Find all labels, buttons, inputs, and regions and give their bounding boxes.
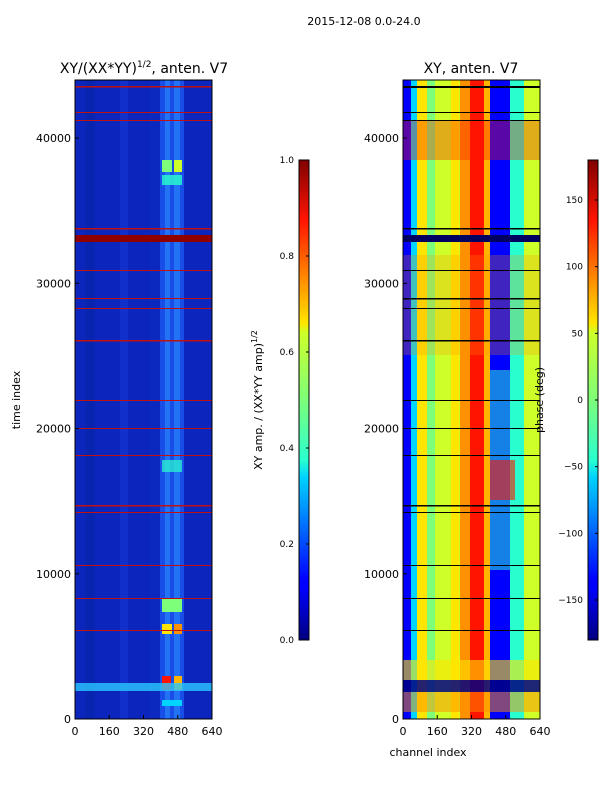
y-tick-label: 0 (392, 713, 399, 726)
x-tick-label: 640 (202, 725, 223, 738)
amplitude-colorbar: 0.0 0.2 0.4 0.6 0.8 1.0 XY amp. / (XX*YY amp)… (250, 156, 310, 646)
phase-panel: XY, anten. V7 (364, 61, 551, 759)
amplitude-colorbar-label: XY amp. / (XX*YY amp)1/2 (250, 330, 265, 470)
colorbar-tick-label: −150 (558, 596, 583, 606)
amplitude-colorbar-ticks: 0.0 0.2 0.4 0.6 0.8 1.0 (280, 156, 309, 646)
y-tick-label: 10000 (364, 568, 399, 581)
x-tick-label: 640 (530, 725, 551, 738)
amplitude-y-ticks: 0 10000 20000 30000 40000 (36, 132, 79, 726)
y-tick-label: 30000 (36, 277, 71, 290)
phase-colorbar-label: phase (deg) (533, 367, 546, 433)
amplitude-x-ticks: 0 160 320 480 640 (72, 715, 223, 738)
amplitude-panel-title: XY/(XX*YY)1/2, anten. V7 (60, 60, 228, 77)
colorbar-tick-label: 150 (566, 196, 583, 206)
y-tick-label: 30000 (364, 277, 399, 290)
y-tick-label: 10000 (36, 568, 71, 581)
phase-y-ticks: 0 10000 20000 30000 40000 (364, 132, 407, 726)
x-tick-label: 0 (72, 725, 79, 738)
colorbar-tick-label: 0.4 (280, 444, 295, 454)
colorbar-tick-label: 0.6 (280, 348, 295, 358)
y-tick-label: 40000 (364, 132, 399, 145)
colorbar-tick-label: −50 (564, 463, 583, 473)
y-tick-label: 20000 (364, 423, 399, 436)
x-tick-label: 480 (167, 725, 188, 738)
amplitude-y-axis-label: time index (10, 370, 23, 429)
colorbar-tick-label: 50 (572, 329, 584, 339)
x-tick-label: 320 (461, 725, 482, 738)
x-tick-label: 320 (133, 725, 154, 738)
colorbar-tick-label: 1.0 (280, 156, 295, 166)
colorbar-tick-label: 0.8 (280, 252, 295, 262)
y-tick-label: 20000 (36, 423, 71, 436)
phase-colorbar-ticks: −150 −100 −50 0 50 100 150 (558, 196, 598, 606)
amplitude-heatmap (75, 80, 212, 719)
amplitude-panel: XY/(XX*YY)1/2, anten. V7 (10, 60, 228, 738)
colorbar-tick-label: 0.2 (280, 540, 294, 550)
phase-x-axis-label: channel index (389, 746, 467, 759)
colorbar-tick-label: 0.0 (280, 636, 295, 646)
y-tick-label: 0 (64, 713, 71, 726)
x-tick-label: 160 (427, 725, 448, 738)
phase-panel-title: XY, anten. V7 (424, 61, 519, 77)
colorbar-tick-label: −100 (558, 529, 583, 539)
figure-title: 2015-12-08 0.0-24.0 (307, 15, 420, 28)
colorbar-tick-label: 0 (577, 396, 583, 406)
x-tick-label: 160 (99, 725, 120, 738)
colorbar-tick-label: 100 (566, 263, 583, 273)
x-tick-label: 480 (495, 725, 516, 738)
amplitude-colorbar-gradient (298, 159, 310, 641)
y-tick-label: 40000 (36, 132, 71, 145)
x-tick-label: 0 (400, 725, 407, 738)
phase-x-ticks: 0 160 320 480 640 (400, 715, 551, 738)
phase-heatmap (403, 80, 540, 719)
phase-colorbar: −150 −100 −50 0 50 100 150 phase (deg) (533, 159, 599, 641)
